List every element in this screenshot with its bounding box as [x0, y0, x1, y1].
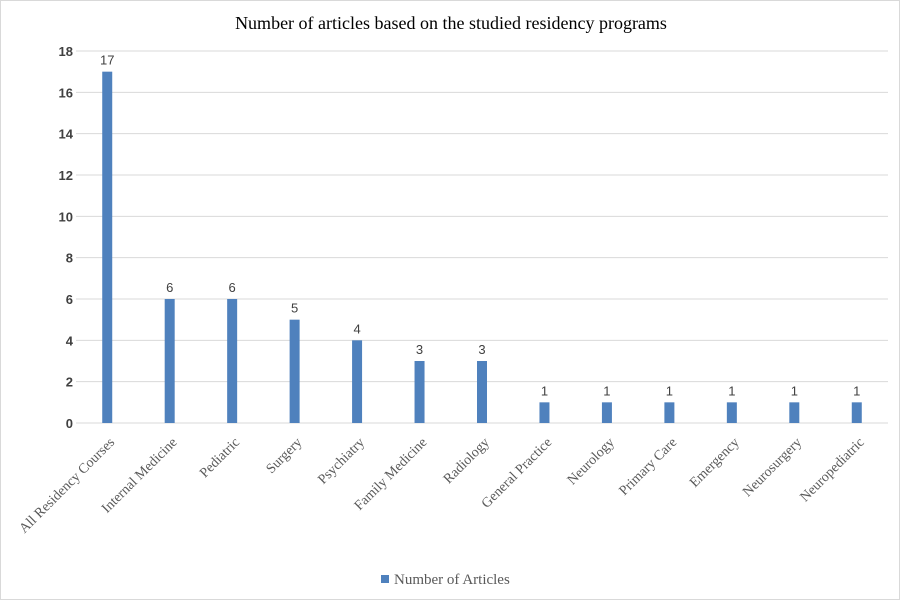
- data-label: 1: [791, 383, 798, 398]
- bar: [539, 402, 550, 423]
- bar: [227, 299, 238, 423]
- y-tick-label: 0: [66, 416, 73, 431]
- y-tick-label: 12: [59, 168, 73, 183]
- bars: [102, 71, 862, 424]
- y-axis-ticks: 0 2 4 6 8 10 12 14 16 18: [59, 44, 74, 431]
- data-label: 1: [728, 383, 735, 398]
- x-tick-label: Neurology: [565, 435, 618, 488]
- x-tick-label: Surgery: [264, 435, 306, 477]
- data-label: 3: [478, 342, 485, 357]
- data-label: 1: [541, 383, 548, 398]
- x-tick-label: Radiology: [441, 435, 493, 487]
- data-label: 4: [353, 321, 360, 336]
- y-tick-label: 4: [66, 333, 74, 348]
- bar: [289, 319, 300, 423]
- data-label: 6: [229, 280, 236, 295]
- x-tick-label: All Residency Courses: [17, 435, 118, 536]
- chart-title: Number of articles based on the studied …: [235, 13, 667, 33]
- data-label: 3: [416, 342, 423, 357]
- legend: Number of Articles: [381, 572, 510, 588]
- y-tick-label: 2: [66, 375, 73, 390]
- bar: [477, 361, 487, 423]
- data-label: 1: [603, 383, 610, 398]
- y-tick-label: 16: [59, 85, 73, 100]
- bar: [414, 361, 425, 423]
- data-label: 1: [666, 383, 673, 398]
- data-label: 6: [166, 280, 173, 295]
- legend-swatch: [381, 575, 389, 583]
- y-tick-label: 10: [59, 209, 73, 224]
- x-tick-label: Psychiatry: [316, 435, 368, 487]
- bar: [789, 402, 800, 423]
- bar: [851, 402, 862, 423]
- data-labels: 17 6 6 5 4 3 3 1 1 1 1 1 1: [100, 53, 860, 399]
- data-label: 1: [853, 383, 860, 398]
- x-tick-label: Primary Care: [617, 435, 681, 499]
- bar: [601, 402, 612, 423]
- x-tick-label: Pediatric: [197, 435, 243, 481]
- data-label: 17: [100, 53, 114, 68]
- gridlines: [76, 50, 888, 424]
- x-tick-label: Emergency: [687, 435, 743, 491]
- bar: [664, 402, 675, 423]
- bar: [164, 299, 175, 423]
- legend-label: Number of Articles: [394, 572, 510, 588]
- bar: [102, 71, 113, 424]
- y-tick-label: 14: [59, 127, 74, 142]
- bar: [726, 402, 737, 423]
- y-tick-label: 18: [59, 44, 73, 59]
- x-tick-label: Neuropediatric: [798, 435, 868, 505]
- y-tick-label: 6: [66, 292, 73, 307]
- y-tick-label: 8: [66, 251, 73, 266]
- data-label: 5: [291, 301, 298, 316]
- bar: [352, 340, 363, 423]
- x-tick-label: Neurosurgery: [740, 435, 805, 500]
